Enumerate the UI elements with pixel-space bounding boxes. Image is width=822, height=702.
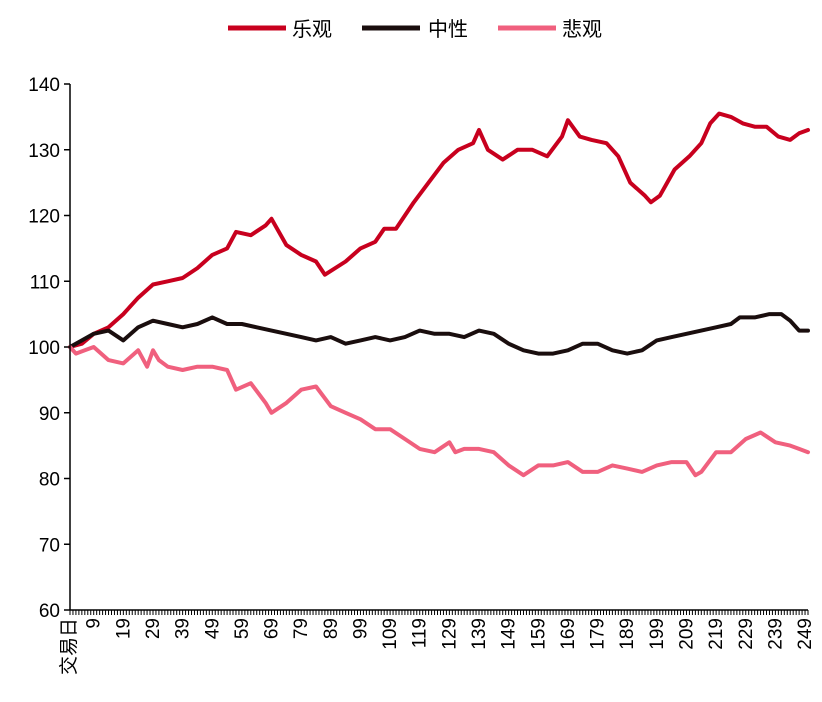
legend-label-1: 乐观 [292, 17, 332, 41]
x-tick-label: 179 [588, 618, 609, 650]
x-tick-label: 29 [143, 618, 164, 639]
x-tick-label: 69 [262, 618, 283, 639]
series-line-3 [68, 345, 810, 478]
legend-label-3: 悲观 [562, 17, 602, 41]
x-tick-label-first: 交易日 [58, 618, 80, 675]
x-tick-label: 59 [232, 618, 253, 639]
x-tick-label: 139 [469, 618, 490, 650]
series-line-2 [68, 312, 810, 356]
x-tick-label: 39 [173, 618, 194, 639]
x-tick-label: 229 [736, 618, 757, 650]
x-tick-label: 9 [84, 618, 105, 629]
y-tick-label: 100 [28, 338, 60, 359]
x-tick-label: 149 [499, 618, 520, 650]
x-tick-label: 99 [350, 618, 371, 639]
y-tick-label: 130 [28, 141, 60, 162]
y-tick-label: 80 [39, 470, 60, 491]
x-tick-label: 119 [410, 618, 431, 648]
x-tick-label: 169 [558, 618, 579, 650]
series-line-1 [68, 111, 810, 349]
x-tick-label: 159 [528, 618, 549, 650]
y-tick-label: 70 [39, 535, 60, 556]
x-tick-label: 49 [202, 618, 223, 639]
x-tick-label: 219 [706, 618, 727, 650]
y-ticks: 60 70 80 90 100 110 120 130 140 [28, 75, 70, 622]
x-tick-label: 249 [795, 618, 816, 650]
x-tick-label: 129 [439, 618, 460, 650]
y-tick-label: 140 [28, 75, 60, 96]
x-tick-label: 189 [617, 618, 638, 650]
legend-label-2: 中性 [428, 17, 468, 41]
x-tick-label: 19 [113, 618, 134, 639]
legend: 乐观 中性 悲观 [228, 17, 602, 41]
x-tick-label: 199 [647, 618, 668, 650]
axes [69, 84, 808, 611]
y-tick-label: 60 [39, 601, 60, 622]
x-tick-label: 79 [291, 618, 312, 639]
y-tick-label: 110 [30, 272, 60, 293]
x-tick-label: 109 [380, 618, 401, 650]
y-tick-label: 90 [39, 404, 60, 425]
x-tick-label: 239 [765, 618, 786, 650]
x-tick-label: 209 [676, 618, 697, 650]
series-layer [68, 111, 810, 478]
x-ticks: 交易日 9 19 29 39 49 59 69 79 89 99 109 119 129 139 149 159… [58, 610, 816, 675]
x-tick-label: 89 [321, 618, 342, 639]
y-tick-label: 120 [28, 207, 60, 228]
